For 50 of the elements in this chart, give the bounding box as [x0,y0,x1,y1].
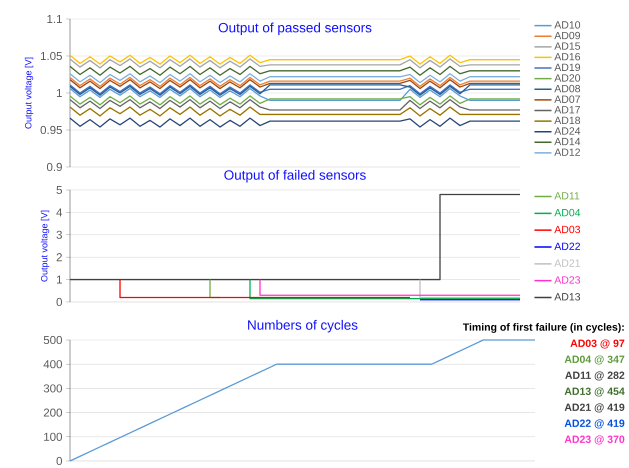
y-tick-label: 100 [44,432,62,441]
text: AD04 @ 347 [564,355,624,364]
text: AD22 @ 419 [564,419,624,428]
y-tick-label: 200 [44,408,62,416]
legend-label: AD22 [554,242,580,250]
y-tick-label: 0.9 [46,162,62,171]
legend-label: AD08 [554,84,580,92]
y-tick-label: 400 [44,360,62,368]
legend-label: AD15 [554,42,580,50]
legend-label: AD16 [554,52,580,60]
text: AD03 @ 97 [570,339,624,348]
y-tick-label: 0 [56,456,62,465]
legend-label: AD09 [554,32,580,40]
chart-title: Output of passed sensors [218,22,372,35]
legend-label: AD12 [554,148,580,156]
legend-label: AD23 [554,276,580,284]
legend-label: AD10 [554,21,580,28]
y-axis-title: Output voltage [V] [40,210,50,282]
legend-label: AD18 [554,116,580,124]
text: AD11 [554,192,580,200]
legend-label: AD03 [554,226,580,233]
text: AD21 @ 419 [564,403,624,412]
y-tick-label: 3 [56,230,62,239]
y-tick-label: 1 [56,275,62,284]
legend-label: AD04 [554,208,580,216]
legend-label: AD13 [554,292,580,300]
y-tick-label: 2 [56,252,62,262]
y-tick-label: 5 [56,186,62,194]
y-tick-label: 1.05 [40,52,62,60]
y-tick-label: 1.1 [47,14,62,23]
legend-label: AD14 [554,138,580,145]
legend-label: AD24 [554,127,580,134]
text: AD13 @ 454 [564,387,625,396]
legend-label: AD19 [554,63,580,71]
y-tick-label: 0 [56,298,62,306]
legend-label: AD17 [554,106,580,114]
y-axis-title: Output voltage [V] [24,57,34,128]
y-tick-label: 300 [44,384,62,392]
text: AD23 @ 370 [564,435,624,444]
y-tick-label: 0.95 [40,126,62,134]
chart-title: Output of failed sensors [224,170,366,182]
legend-label: AD20 [554,74,580,82]
legend-label: AD07 [554,95,580,103]
legend-label: AD21 [554,259,580,267]
y-tick-label: 4 [56,208,62,216]
text: Timing of first failure (in cycles): [462,322,624,333]
y-tick-label: 1 [56,88,62,97]
text: AD11 @ 282 [565,371,624,380]
chart-title: Numbers of cycles [248,320,358,332]
y-tick-label: 500 [44,336,62,344]
